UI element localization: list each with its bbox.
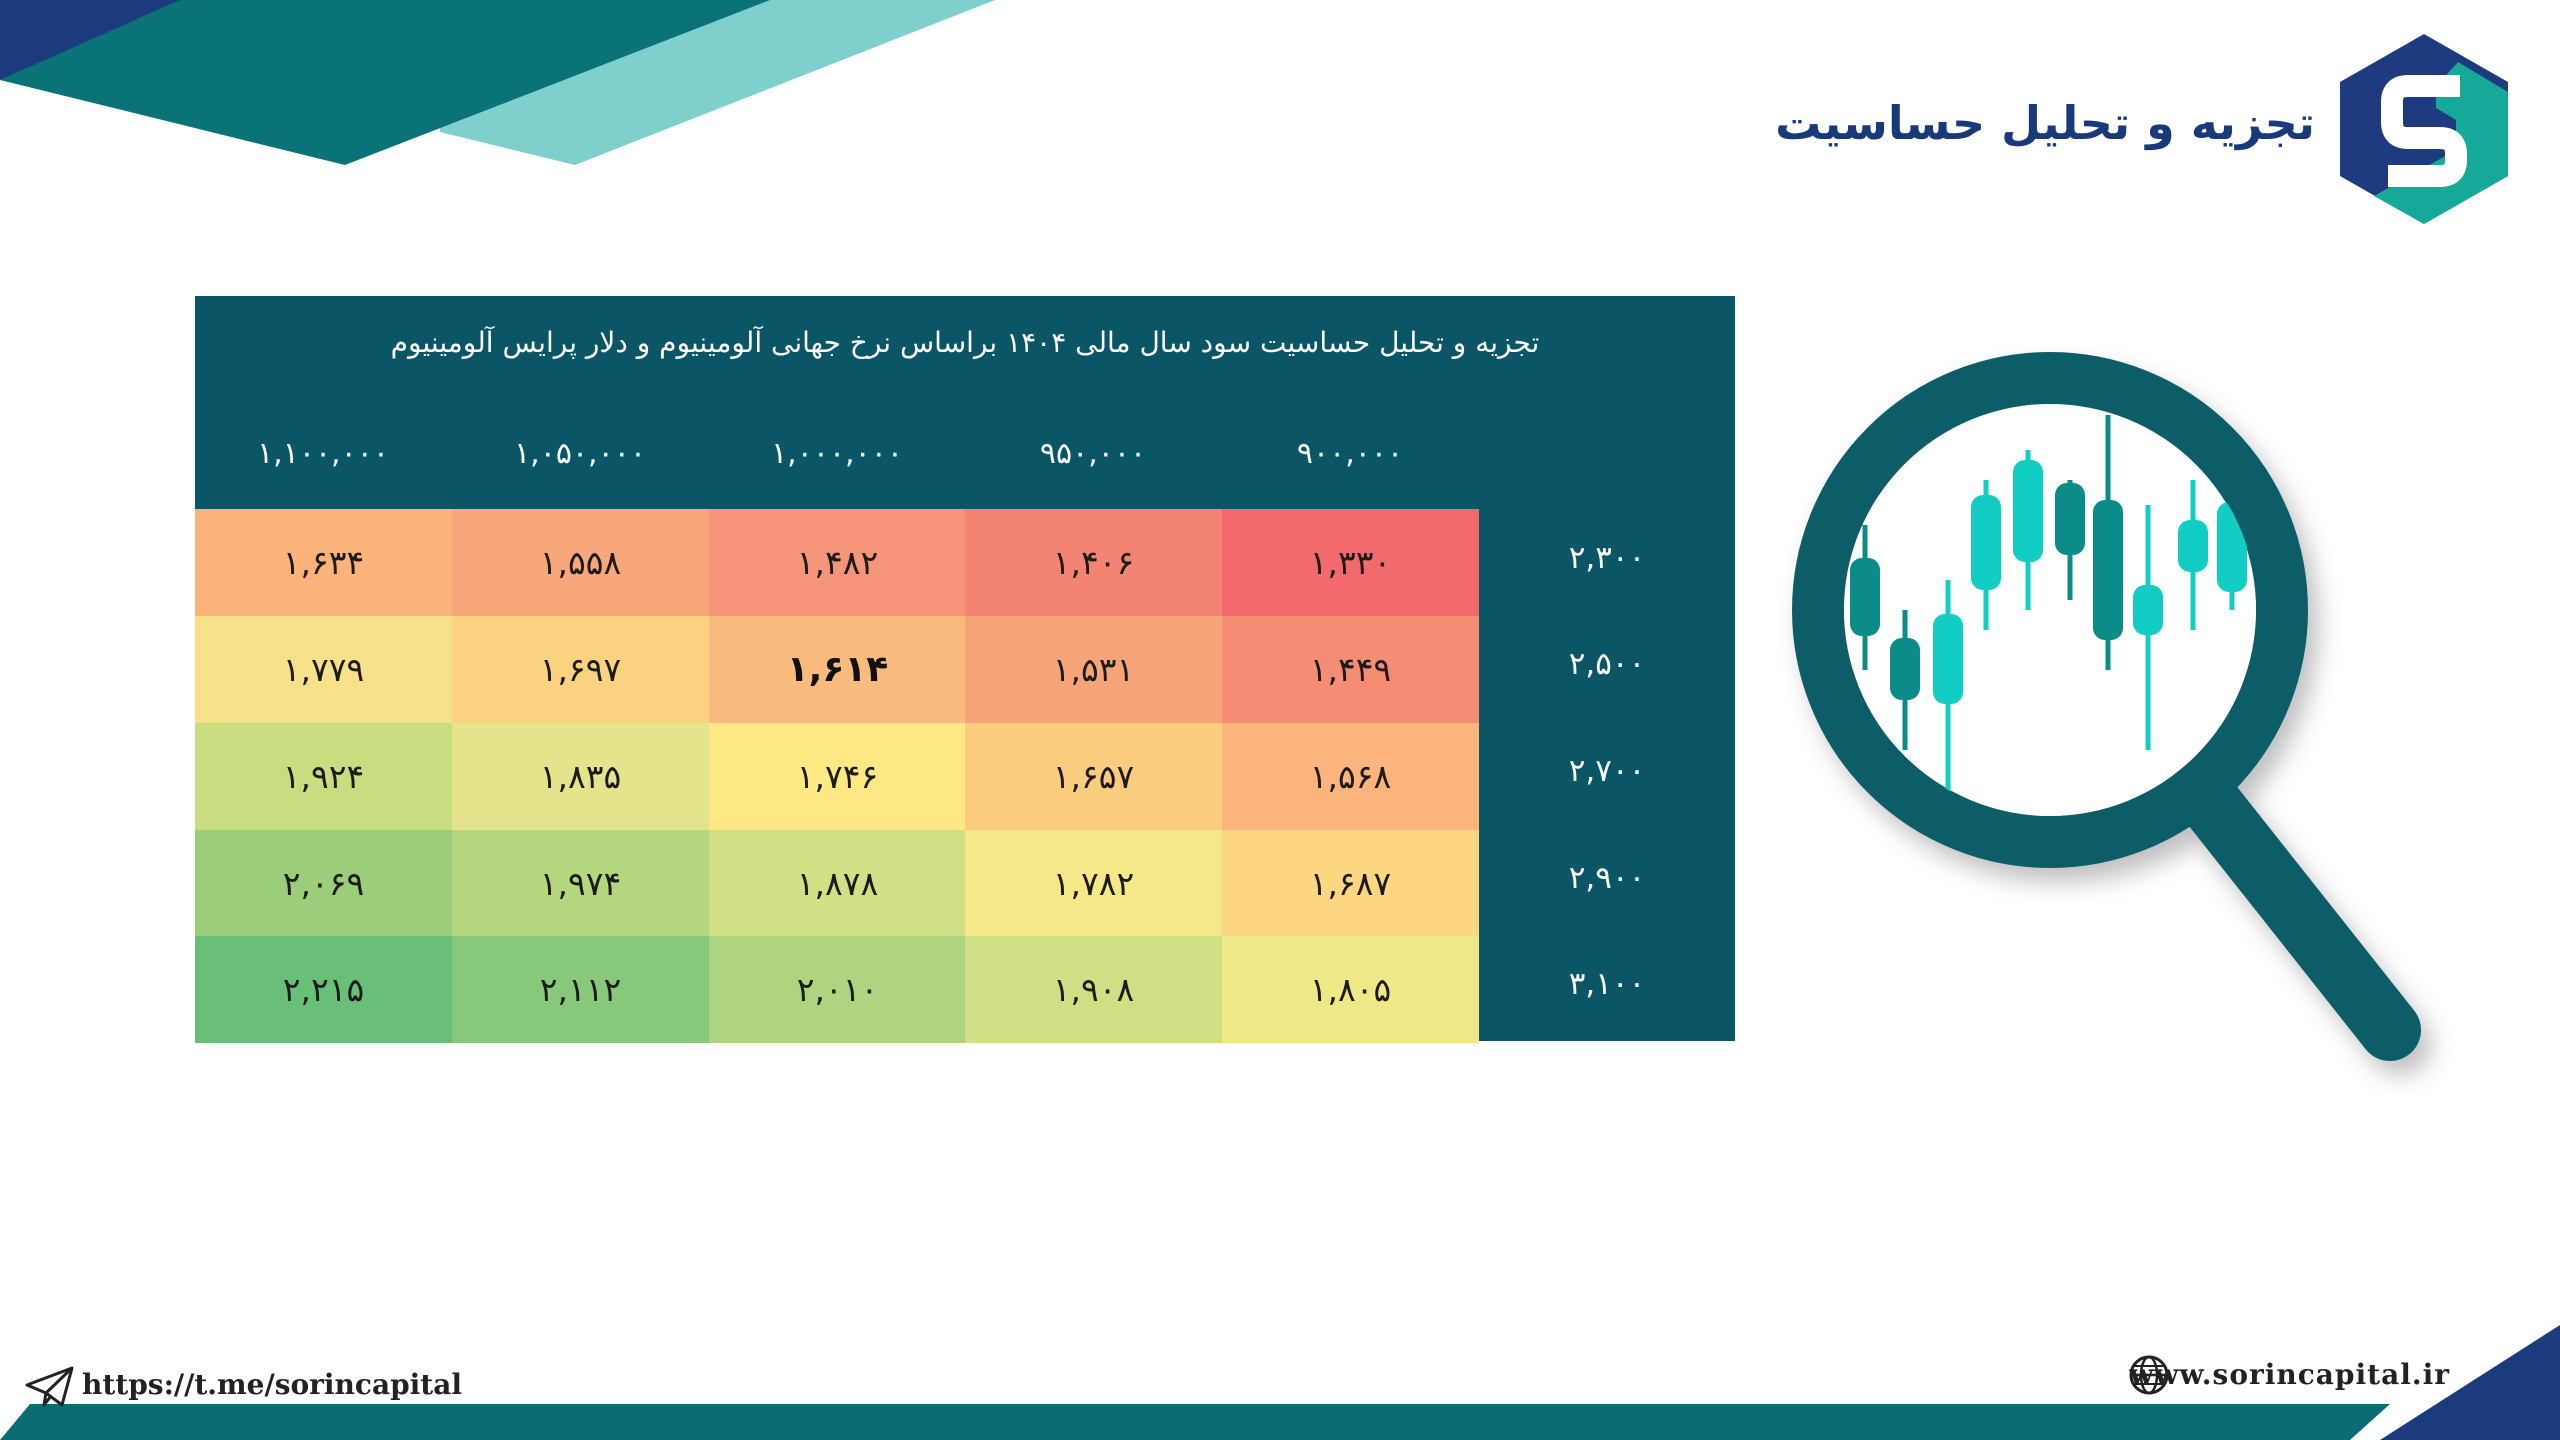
magnifier-icon xyxy=(1792,352,2421,1061)
table-cell: ۱,۶۳۴ xyxy=(195,509,452,616)
table-cell: ۱,۴۴۹ xyxy=(1222,616,1479,723)
row-header: ۲,۹۰۰ xyxy=(1568,860,1646,896)
table-cell: ۱,۹۲۴ xyxy=(195,723,452,830)
table-cell: ۱,۷۸۲ xyxy=(965,830,1222,937)
table-cell: ۱,۶۸۷ xyxy=(1222,830,1479,937)
table-cell: ۱,۶۵۷ xyxy=(965,723,1222,830)
table-cell: ۲,۱۱۲ xyxy=(452,936,709,1043)
table-cell: ۱,۷۴۶ xyxy=(709,723,966,830)
website-link[interactable]: www.sorincapital.ir xyxy=(2129,1358,2450,1391)
table-title: تجزیه و تحلیل حساسیت سود سال مالی ۱۴۰۴ ب… xyxy=(390,326,1540,359)
telegram-icon xyxy=(25,1366,74,1407)
table-cell: ۱,۶۹۷ xyxy=(452,616,709,723)
table-cell: ۱,۸۰۵ xyxy=(1222,936,1479,1043)
sensitivity-table: تجزیه و تحلیل حساسیت سود سال مالی ۱۴۰۴ ب… xyxy=(195,296,1735,1043)
row-header: ۳,۱۰۰ xyxy=(1568,966,1646,1002)
table-cell: ۱,۴۰۶ xyxy=(965,509,1222,616)
globe-icon xyxy=(2129,1355,2169,1395)
table-cell: ۱,۵۳۱ xyxy=(965,616,1222,723)
table-cell: ۱,۸۳۵ xyxy=(452,723,709,830)
row-header: ۲,۷۰۰ xyxy=(1568,753,1646,789)
table-cell: ۱,۳۳۰ xyxy=(1222,509,1479,616)
table-cell: ۱,۷۷۹ xyxy=(195,616,452,723)
highlighted-cell: ۱,۶۱۴ xyxy=(709,616,966,723)
table-cell: ۲,۲۱۵ xyxy=(195,936,452,1043)
candlestick-chart-icon xyxy=(1850,415,2247,800)
column-header: ۱,۰۰۰,۰۰۰ xyxy=(771,436,903,471)
table-cell: ۱,۸۷۸ xyxy=(709,830,966,937)
table-cell: ۲,۰۶۹ xyxy=(195,830,452,937)
table-cell: ۲,۰۱۰ xyxy=(709,936,966,1043)
telegram-link[interactable]: https://t.me/sorincapital xyxy=(82,1368,463,1401)
row-header: ۲,۵۰۰ xyxy=(1568,646,1646,682)
column-header: ۹۵۰,۰۰۰ xyxy=(1039,436,1147,471)
table-cell: ۱,۴۸۲ xyxy=(709,509,966,616)
table-cell: ۱,۹۰۸ xyxy=(965,936,1222,1043)
row-header: ۲,۳۰۰ xyxy=(1568,540,1646,576)
column-header: ۹۰۰,۰۰۰ xyxy=(1296,436,1404,471)
column-header: ۱,۱۰۰,۰۰۰ xyxy=(257,436,389,471)
page-title: تجزیه و تحلیل حساسیت xyxy=(1775,96,2315,150)
logo-icon xyxy=(2340,34,2508,224)
column-header: ۱,۰۵۰,۰۰۰ xyxy=(514,436,646,471)
table-cell: ۱,۵۶۸ xyxy=(1222,723,1479,830)
table-cell: ۱,۹۷۴ xyxy=(452,830,709,937)
table-cell: ۱,۵۵۸ xyxy=(452,509,709,616)
top-decoration xyxy=(0,0,995,165)
